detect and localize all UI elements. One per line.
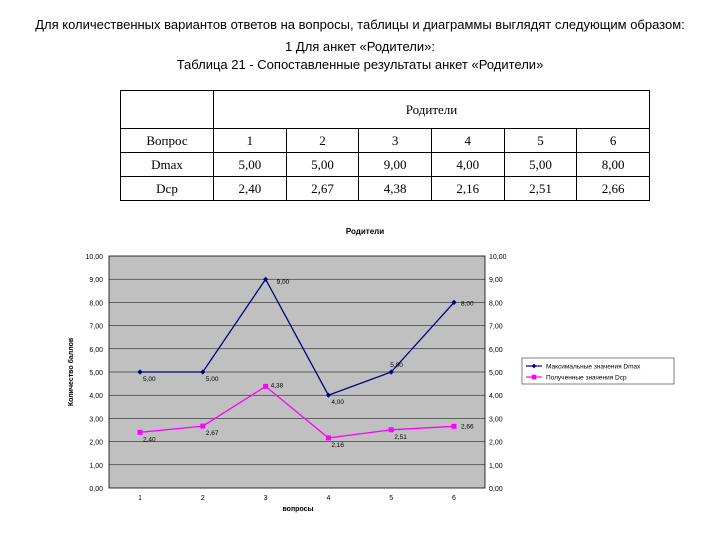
data-point bbox=[263, 276, 269, 282]
table-cell: 5,00 bbox=[285, 152, 360, 177]
y-tick-label-right: 8,00 bbox=[489, 300, 503, 307]
legend-box bbox=[521, 357, 675, 385]
table-cell: Dmax bbox=[120, 152, 214, 177]
y-tick-label-right: 6,00 bbox=[489, 347, 503, 354]
results-table: Родители Вопрос 1 2 3 4 5 6 Dmax 5,00 5,… bbox=[120, 90, 650, 201]
data-label: 2,40 bbox=[143, 436, 156, 443]
y-tick-label-right: 1,00 bbox=[489, 463, 503, 470]
data-label: 4,38 bbox=[271, 382, 284, 389]
table-row: Dmax 5,00 5,00 9,00 4,00 5,00 8,00 bbox=[120, 152, 650, 177]
y-tick-label-left: 9,00 bbox=[89, 277, 103, 284]
table-header-cell: 2 bbox=[285, 128, 360, 153]
table-cell: 5,00 bbox=[503, 152, 578, 177]
y-axis-label: Количество баллов bbox=[67, 337, 75, 406]
table-cell: 4,38 bbox=[358, 176, 432, 201]
data-label: 2,16 bbox=[331, 442, 344, 449]
data-label: 5,00 bbox=[143, 376, 156, 383]
x-tick-label: 2 bbox=[201, 495, 205, 502]
table-header-cell: 3 bbox=[358, 128, 432, 153]
legend-label: Полученные значения Dср bbox=[546, 375, 627, 382]
data-label: 9,00 bbox=[277, 279, 290, 286]
data-point bbox=[200, 423, 206, 429]
data-point bbox=[325, 435, 331, 441]
series-line bbox=[140, 277, 455, 397]
y-tick-label-right: 7,00 bbox=[489, 324, 503, 331]
table-cell: 2,16 bbox=[430, 176, 505, 201]
table-cell: 2,40 bbox=[213, 176, 287, 201]
y-tick-label-left: 6,00 bbox=[89, 347, 103, 354]
y-tick-label-left: 8,00 bbox=[89, 300, 103, 307]
chart-title: Родители bbox=[346, 227, 384, 236]
y-tick-label-left: 10,00 bbox=[85, 254, 103, 261]
data-point bbox=[263, 383, 269, 389]
table-header-cell: 1 bbox=[213, 128, 287, 153]
table-caption: Таблица 21 - Сопоставленные результаты а… bbox=[176, 57, 544, 72]
table-header-row: Вопрос 1 2 3 4 5 6 bbox=[120, 128, 650, 153]
table-header-cell: 4 bbox=[430, 128, 505, 153]
data-point bbox=[200, 369, 206, 375]
data-label: 2,67 bbox=[206, 430, 219, 437]
legend-label: Максимальные значения Dmax bbox=[546, 364, 641, 371]
data-point bbox=[388, 427, 394, 433]
data-point bbox=[325, 392, 331, 398]
table-cell: Dср bbox=[120, 176, 214, 201]
data-point bbox=[451, 423, 457, 429]
table-cell: 2,66 bbox=[576, 176, 650, 201]
data-label: 5,00 bbox=[206, 376, 219, 383]
y-tick-label-left: 5,00 bbox=[89, 370, 103, 377]
table-cell: 4,00 bbox=[430, 152, 505, 177]
data-point bbox=[137, 429, 143, 435]
y-tick-label-left: 2,00 bbox=[89, 440, 103, 447]
section-heading: 1 Для анкет «Родители»: bbox=[285, 39, 435, 54]
y-tick-label-left: 4,00 bbox=[89, 393, 103, 400]
data-label: 5,00 bbox=[390, 362, 403, 369]
table-cell: 2,51 bbox=[503, 176, 578, 201]
x-axis-label: вопросы bbox=[282, 506, 313, 513]
x-tick-label: 3 bbox=[264, 495, 268, 502]
y-tick-label-right: 3,00 bbox=[489, 416, 503, 423]
data-label: 4,00 bbox=[331, 399, 344, 406]
y-tick-label-right: 10,00 bbox=[489, 254, 507, 261]
table-cell: 2,67 bbox=[285, 176, 360, 201]
y-tick-label-right: 2,00 bbox=[489, 440, 503, 447]
x-tick-label: 5 bbox=[389, 495, 393, 502]
x-tick-label: 4 bbox=[326, 495, 330, 502]
x-tick-label: 6 bbox=[452, 495, 456, 502]
table-cell: 8,00 bbox=[576, 152, 650, 177]
table-row: Dср 2,40 2,67 4,38 2,16 2,51 2,66 bbox=[120, 176, 650, 201]
data-label: 2,51 bbox=[394, 434, 407, 441]
data-label: 2,66 bbox=[461, 423, 474, 430]
y-tick-label-right: 0,00 bbox=[489, 486, 503, 493]
legend-marker bbox=[531, 374, 537, 380]
data-point bbox=[137, 369, 143, 375]
y-tick-label-right: 4,00 bbox=[489, 393, 503, 400]
intro-text: Для количественных вариантов ответов на … bbox=[35, 17, 685, 32]
y-tick-label-left: 0,00 bbox=[89, 486, 103, 493]
table-header-cell: 6 bbox=[576, 128, 650, 153]
y-tick-label-right: 9,00 bbox=[489, 277, 503, 284]
data-point bbox=[388, 369, 394, 375]
x-tick-label: 1 bbox=[138, 495, 142, 502]
y-tick-label-left: 3,00 bbox=[89, 416, 103, 423]
series-line bbox=[139, 385, 455, 439]
data-label: 8,00 bbox=[461, 300, 474, 307]
y-tick-label-right: 5,00 bbox=[489, 370, 503, 377]
data-point bbox=[451, 299, 457, 305]
y-tick-label-left: 7,00 bbox=[89, 324, 103, 331]
y-tick-label-left: 1,00 bbox=[89, 463, 103, 470]
legend-marker bbox=[531, 363, 537, 369]
